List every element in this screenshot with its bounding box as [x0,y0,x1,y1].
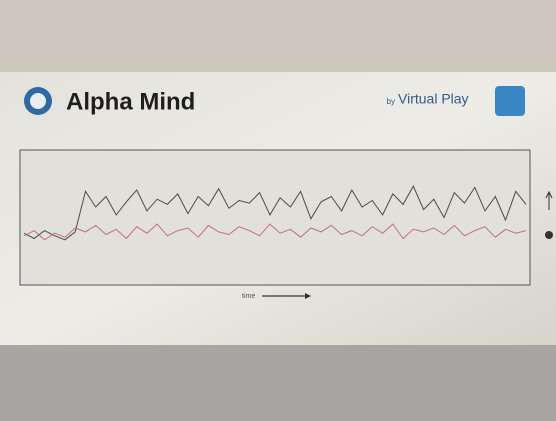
x-label: time [242,293,255,300]
side-marker [545,231,553,239]
photo: Alpha Mind by Virtual Play time [0,0,556,421]
title: Alpha Mind [66,88,195,115]
top-band [0,0,556,75]
logo-inner [30,93,46,109]
brand: Virtual Play [398,91,469,107]
plot-frame [20,150,530,285]
brand-prefix: by [387,97,395,106]
bottom-band [0,345,556,421]
brand-icon [495,86,525,116]
page: Alpha Mind by Virtual Play time (() => {… [0,0,556,421]
